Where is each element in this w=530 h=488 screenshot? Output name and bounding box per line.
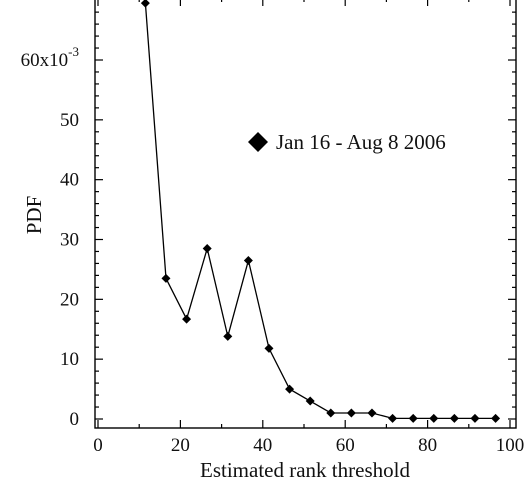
legend-marker (248, 132, 268, 152)
x-tick-label: 80 (418, 435, 437, 456)
x-tick-label: 20 (171, 435, 190, 456)
data-point (140, 0, 150, 8)
y-tick-label: 40 (60, 170, 79, 191)
legend-label: Jan 16 - Aug 8 2006 (276, 130, 446, 154)
data-point (161, 273, 171, 283)
data-points (140, 0, 501, 423)
data-point (305, 396, 315, 406)
axis-ticks (95, 0, 516, 428)
y-axis-label: PDF (22, 196, 46, 235)
data-point (408, 413, 418, 423)
data-point (182, 314, 192, 324)
y-tick-label: 30 (60, 230, 79, 251)
data-point (243, 255, 253, 265)
data-point (285, 384, 295, 394)
data-point (202, 243, 212, 253)
x-tick-label: 40 (253, 435, 272, 456)
data-point (367, 408, 377, 418)
data-point (491, 413, 501, 423)
data-point (346, 408, 356, 418)
y-tick-label: 0 (70, 409, 80, 430)
y-tick-label: 10 (60, 349, 79, 370)
data-point (326, 408, 336, 418)
y-tick-label: 20 (60, 289, 79, 310)
y-tick-exponent: -3 (68, 44, 79, 59)
data-point (264, 343, 274, 353)
y-tick-label: 50 (60, 110, 79, 131)
data-point (449, 413, 459, 423)
tick-labels: 0 20 40 60 80 100 0 10 20 30 40 50 60x10-3 (21, 44, 525, 456)
x-tick-label: 0 (93, 435, 103, 456)
data-point (470, 413, 480, 423)
data-point (388, 413, 398, 423)
y-tick-label: 60x10-3 (21, 44, 79, 71)
data-point (429, 413, 439, 423)
x-tick-label: 100 (496, 435, 525, 456)
plot-frame (94, 0, 517, 429)
x-tick-label: 60 (336, 435, 355, 456)
x-axis-label: Estimated rank threshold (200, 458, 410, 482)
series-line (144, 3, 496, 420)
legend: Jan 16 - Aug 8 2006 (248, 130, 446, 154)
data-point (223, 331, 233, 341)
